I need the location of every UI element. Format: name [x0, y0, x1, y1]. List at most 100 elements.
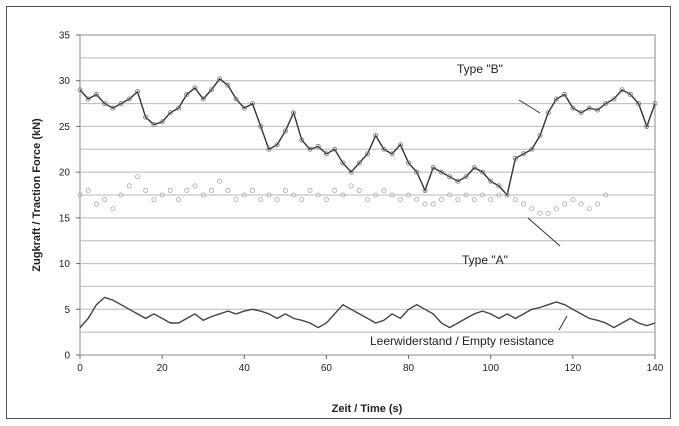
- x-tick-label: 120: [565, 363, 582, 374]
- data-point: [496, 192, 502, 198]
- data-point: [479, 192, 485, 198]
- data-point: [373, 192, 379, 198]
- data-point: [422, 187, 428, 193]
- data-point: [332, 146, 338, 152]
- data-point: [332, 187, 338, 193]
- data-point: [159, 119, 165, 125]
- data-point: [307, 187, 313, 193]
- data-point: [364, 151, 370, 157]
- data-point: [545, 210, 551, 216]
- data-point: [521, 201, 527, 207]
- data-point: [364, 197, 370, 203]
- x-tick-label: 0: [77, 363, 83, 374]
- data-point: [93, 91, 99, 97]
- data-point: [126, 183, 132, 189]
- data-point: [118, 101, 124, 107]
- data-point: [233, 197, 239, 203]
- data-point: [233, 96, 239, 102]
- data-point: [562, 201, 568, 207]
- data-point: [422, 201, 428, 207]
- data-point: [471, 197, 477, 203]
- data-point: [586, 105, 592, 111]
- y-tick-label: 15: [59, 213, 71, 224]
- data-point: [381, 187, 387, 193]
- data-point: [159, 192, 165, 198]
- data-point: [315, 192, 321, 198]
- data-point: [110, 206, 116, 212]
- data-point: [455, 178, 461, 184]
- data-point: [512, 155, 518, 161]
- data-point: [299, 197, 305, 203]
- annotation-empty-resistance: Leerwiderstand / Empty resistance: [370, 315, 568, 348]
- data-point: [553, 96, 559, 102]
- data-point: [102, 101, 108, 107]
- data-point: [340, 160, 346, 166]
- data-point: [504, 192, 510, 198]
- data-point: [241, 192, 247, 198]
- data-point: [192, 183, 198, 189]
- data-point: [537, 133, 543, 139]
- data-point: [282, 187, 288, 193]
- data-point: [241, 105, 247, 111]
- data-point: [266, 146, 272, 152]
- data-point: [274, 142, 280, 148]
- data-point: [102, 197, 108, 203]
- data-point: [488, 178, 494, 184]
- data-point: [249, 187, 255, 193]
- empty-leader: [558, 315, 568, 331]
- data-point: [151, 122, 157, 128]
- data-point: [93, 201, 99, 207]
- empty-resistance-label: Leerwiderstand / Empty resistance: [370, 334, 554, 348]
- data-point: [217, 76, 223, 82]
- data-point: [455, 197, 461, 203]
- data-point: [184, 91, 190, 97]
- data-point: [414, 169, 420, 175]
- y-tick-label: 5: [64, 305, 70, 316]
- x-tick-label: 20: [157, 363, 169, 374]
- data-point: [291, 192, 297, 198]
- series-line: [79, 296, 656, 329]
- data-point: [315, 144, 321, 150]
- data-point: [200, 96, 206, 102]
- data-point: [225, 187, 231, 193]
- data-point: [77, 192, 83, 198]
- data-point: [488, 197, 494, 203]
- data-point: [586, 206, 592, 212]
- data-point: [340, 192, 346, 198]
- data-point: [225, 82, 231, 88]
- data-point: [299, 137, 305, 143]
- type-a-label: Type "A": [462, 253, 508, 267]
- data-point: [438, 169, 444, 175]
- data-point: [570, 105, 576, 111]
- data-point: [619, 87, 625, 93]
- data-point: [537, 210, 543, 216]
- type-a-leader: [527, 217, 561, 247]
- data-point: [636, 101, 642, 107]
- data-point: [356, 160, 362, 166]
- data-point: [307, 146, 313, 152]
- data-point: [389, 192, 395, 198]
- data-point: [110, 105, 116, 111]
- data-point: [356, 187, 362, 193]
- x-tick-label: 60: [321, 363, 333, 374]
- data-point: [258, 123, 264, 129]
- data-point: [167, 110, 173, 116]
- data-point: [553, 206, 559, 212]
- x-axis-title: Zeit / Time (s): [332, 403, 403, 415]
- data-point: [562, 91, 568, 97]
- data-point: [447, 192, 453, 198]
- y-tick-label: 25: [59, 122, 71, 133]
- data-point: [274, 197, 280, 203]
- data-point: [200, 192, 206, 198]
- data-point: [192, 85, 198, 91]
- y-axis-title: Zugkraft / Traction Force (kN): [31, 118, 43, 272]
- data-point: [644, 123, 650, 129]
- data-point: [529, 146, 535, 152]
- data-point: [471, 165, 477, 171]
- data-point: [282, 128, 288, 134]
- y-tick-label: 20: [59, 168, 71, 179]
- data-point: [414, 197, 420, 203]
- data-point: [512, 197, 518, 203]
- x-tick-label: 80: [403, 363, 415, 374]
